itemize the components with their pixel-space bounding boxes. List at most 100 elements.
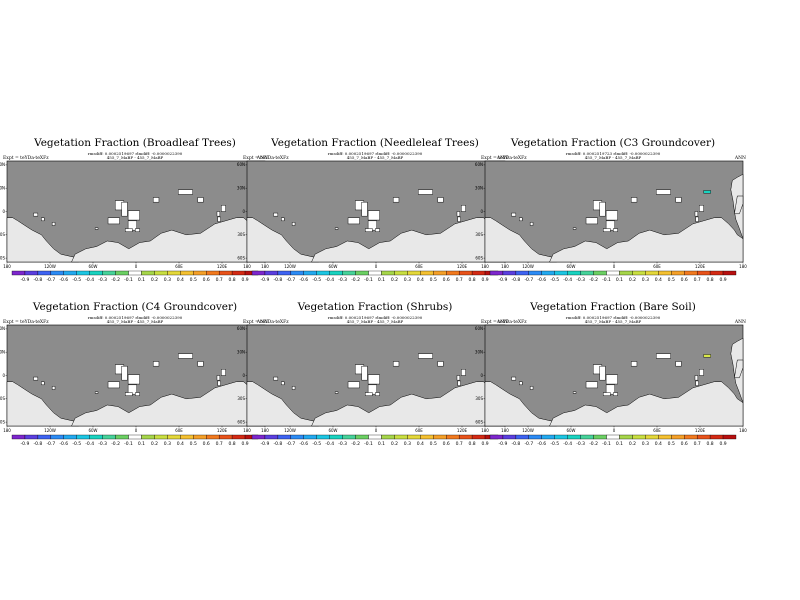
lat-tick-label: 30S (0, 396, 5, 401)
colorbar-label: -0.4 (563, 277, 572, 283)
land-feature (605, 374, 618, 385)
land-feature (127, 374, 140, 385)
lat-tick-label: 60N (0, 326, 5, 331)
colorbar-label: -0.4 (85, 441, 94, 447)
panel-experiments: 455_7_MaBP - 455_7_MaBP (106, 319, 164, 324)
panel-stats: rmsdiff: 0.0002519697 rlmdiff: -0.000002… (327, 151, 423, 156)
land-feature (94, 227, 99, 230)
colorbar-label: -0.9 (21, 441, 30, 447)
colorbar-label: -0.5 (312, 277, 321, 283)
land-feature (135, 228, 140, 232)
land-feature (334, 391, 339, 394)
colorbar-swatch (50, 270, 64, 276)
lon-tick-label: 60E (175, 264, 183, 269)
land-feature (461, 369, 466, 376)
colorbar-label: -0.9 (261, 441, 270, 447)
lat-tick-label: 60S (0, 255, 5, 260)
land-feature (457, 216, 461, 222)
colorbar-label: 0.7 (456, 277, 463, 283)
land-feature (613, 392, 618, 396)
lat-tick-label: 30N (0, 349, 5, 354)
colorbar-swatch (671, 270, 685, 276)
colorbar-swatch (193, 434, 207, 440)
lon-tick-label: 180 (261, 264, 269, 269)
colorbar-swatch (580, 270, 594, 276)
lat-tick-label: 60N (0, 162, 5, 167)
land-feature (572, 391, 577, 394)
colorbar-swatch (554, 270, 568, 276)
panel-title: Vegetation Fraction (C4 Groundcover) (32, 301, 238, 313)
colorbar-swatch (355, 270, 369, 276)
colorbar-swatch (407, 434, 421, 440)
colorbar-label: 0.8 (707, 277, 714, 283)
map-panel: Vegetation Fraction (C3 Groundcover) rms… (475, 137, 748, 287)
lon-tick-label: 120W (44, 428, 56, 433)
land-feature (281, 217, 285, 222)
land-feature (51, 222, 56, 226)
colorbar-swatch (394, 434, 408, 440)
colorbar-label: -0.4 (85, 277, 94, 283)
lon-tick-label: 180 (243, 264, 251, 269)
lon-tick-label: 60W (88, 264, 97, 269)
colorbar-swatch (154, 270, 168, 276)
colorbar-label: 0.5 (430, 277, 437, 283)
panel-expt-label: Expt = teYDa-teXFz (243, 320, 289, 325)
colorbar-swatch (115, 434, 129, 440)
colorbar-swatch (206, 434, 220, 440)
lon-tick-label: 120E (217, 428, 228, 433)
map-panel: Vegetation Fraction (Broadleaf Trees) rm… (0, 137, 270, 287)
lat-tick-label: 0 (242, 373, 245, 378)
colorbar-swatch (433, 434, 447, 440)
land-feature (367, 374, 380, 385)
panel-season-label: ANN (734, 156, 746, 161)
lon-tick-label: 120E (217, 264, 228, 269)
colorbar-label: 0.6 (681, 277, 688, 283)
colorbar-swatch (355, 434, 369, 440)
colorbar-swatch (515, 434, 530, 440)
colorbar-swatch (128, 434, 142, 440)
colorbar-swatch (446, 270, 460, 276)
map-plot: 60N 30N 0 30S 60S 180 120W 60W 0 60E 120E 180 (475, 160, 747, 269)
colorbar-swatch (193, 270, 207, 276)
colorbar-label: -0.9 (21, 277, 30, 283)
panel-season-label: ANN (496, 156, 508, 161)
colorbar-swatch (251, 434, 266, 440)
colorbar-label: 0.2 (151, 441, 158, 447)
ocean-region (549, 381, 744, 427)
lat-tick-label: 0 (480, 209, 483, 214)
land-feature (127, 210, 140, 221)
colorbar-label: 0.1 (378, 441, 385, 447)
lon-tick-label: 180 (501, 264, 509, 269)
colorbar-label: -0.6 (299, 277, 308, 283)
land-feature (695, 216, 699, 222)
land-feature (375, 392, 380, 396)
land-feature (599, 365, 606, 381)
colorbar-label: 0.3 (404, 277, 411, 283)
colorbar-swatch (264, 270, 279, 276)
lon-tick-label: 120W (522, 264, 534, 269)
colorbar-label: -0.7 (46, 441, 55, 447)
lon-tick-label: 120E (695, 264, 706, 269)
colorbar-label: 0.8 (229, 441, 236, 447)
lon-tick-label: 60W (566, 428, 575, 433)
colorbar-label: 0.4 (655, 277, 662, 283)
colorbar-label: 0.1 (138, 277, 145, 283)
colorbar-swatch (446, 434, 460, 440)
lon-tick-label: 60W (328, 264, 337, 269)
land-feature (630, 361, 638, 367)
panel-stats: rmsdiff: 0.0002519697 rlmdiff: -0.000002… (87, 151, 183, 156)
colorbar: -0.9 -0.8 -0.7 -0.6 -0.5 -0.4 -0.3 -0.2 -0.1 0.1 0… (489, 434, 737, 447)
colorbar-label: -0.2 (351, 277, 360, 283)
panel-title: Vegetation Fraction (Shrubs) (297, 301, 453, 313)
colorbar-label: 0.4 (417, 441, 424, 447)
land-feature (365, 228, 373, 232)
lat-tick-label: 30S (0, 232, 5, 237)
colorbar-swatch (154, 434, 168, 440)
colorbar-label: 0.3 (164, 441, 171, 447)
colorbar-swatch (37, 270, 52, 276)
land-feature (33, 376, 39, 381)
map-plot: 60N 30N 0 30S 60S 180 120W 60W 0 60E 120E 180 (237, 160, 509, 269)
lat-tick-label: 60S (237, 255, 245, 260)
colorbar-label: -0.3 (98, 277, 107, 283)
colorbar-label: -0.3 (576, 277, 585, 283)
